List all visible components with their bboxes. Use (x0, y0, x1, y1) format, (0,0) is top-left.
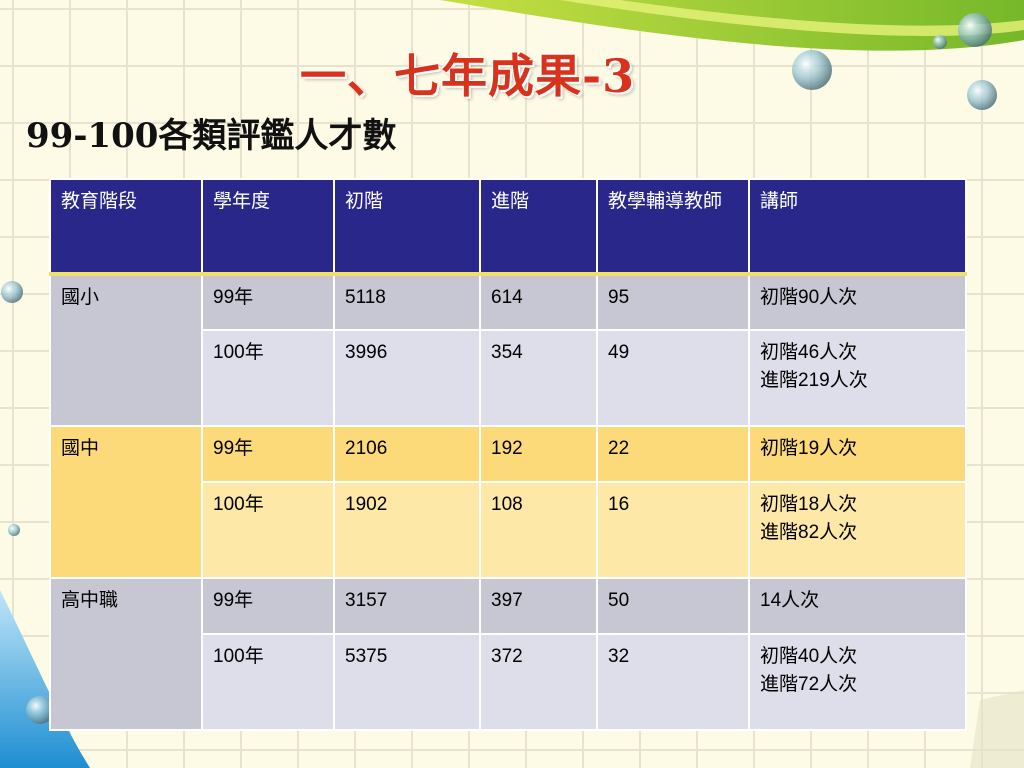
year-cell: 99年 (201, 577, 335, 635)
mentor-cell: 16 (596, 481, 750, 579)
lecturer-cell: 初階46人次 進階219人次 (748, 329, 967, 427)
water-drop-3 (933, 35, 947, 49)
basic-cell: 2106 (333, 425, 481, 483)
basic-cell: 3996 (333, 329, 481, 427)
mentor-cell: 22 (596, 425, 750, 483)
year-cell: 100年 (201, 329, 335, 427)
header-stage: 教育階段 (49, 178, 203, 276)
basic-cell: 5375 (333, 633, 481, 731)
table-row: 國小 99年 5118 614 95 初階90人次 (49, 273, 967, 427)
stage-cell: 高中職 (49, 577, 203, 731)
lecturer-cell: 初階19人次 (748, 425, 967, 483)
table-row: 國中 99年 2106 192 22 初階19人次 (49, 425, 967, 579)
stage-cell: 國中 (49, 425, 203, 579)
water-drop-1 (792, 50, 832, 90)
water-drop-6 (26, 696, 54, 724)
water-drop-4 (967, 80, 997, 110)
table-row: 高中職 99年 3157 397 50 14人次 (49, 577, 967, 731)
mentor-cell: 50 (596, 577, 750, 635)
advanced-cell: 614 (479, 273, 598, 331)
talent-count-table: 教育階段 學年度 初階 進階 教學輔導教師 講師 國小 99年 5118 614… (49, 178, 967, 731)
lecturer-cell: 初階90人次 (748, 273, 967, 331)
basic-cell: 1902 (333, 481, 481, 579)
lecturer-cell: 初階18人次 進階82人次 (748, 481, 967, 579)
bottom-left-blue-swoosh (0, 590, 90, 768)
year-cell: 100年 (201, 481, 335, 579)
group-junior-high: 國中 99年 2106 192 22 初階19人次 100年 1902 108 … (49, 425, 967, 579)
header-basic: 初階 (333, 178, 481, 276)
water-drop-7 (8, 524, 20, 536)
water-drop-5 (1, 281, 23, 303)
advanced-cell: 397 (479, 577, 598, 635)
header-mentor: 教學輔導教師 (596, 178, 750, 276)
slide-subtitle: 99-100各類評鑑人才數 (26, 116, 397, 156)
advanced-cell: 372 (479, 633, 598, 731)
table-header-row: 教育階段 學年度 初階 進階 教學輔導教師 講師 (49, 178, 967, 276)
water-drop-2 (958, 13, 992, 47)
basic-cell: 3157 (333, 577, 481, 635)
basic-cell: 5118 (333, 273, 481, 331)
stage-cell: 國小 (49, 273, 203, 427)
advanced-cell: 192 (479, 425, 598, 483)
mentor-cell: 32 (596, 633, 750, 731)
table-row: 100年 5375 372 32 初階40人次 進階72人次 (50, 633, 967, 731)
year-cell: 99年 (201, 273, 335, 331)
lecturer-cell: 14人次 (748, 577, 967, 635)
table-row: 100年 3996 354 49 初階46人次 進階219人次 (50, 329, 967, 427)
mentor-cell: 49 (596, 329, 750, 427)
header-lecturer: 講師 (748, 178, 967, 276)
year-cell: 100年 (201, 633, 335, 731)
mentor-cell: 95 (596, 273, 750, 331)
advanced-cell: 354 (479, 329, 598, 427)
year-cell: 99年 (201, 425, 335, 483)
top-green-band (560, 0, 1024, 37)
advanced-cell: 108 (479, 481, 598, 579)
header-advanced: 進階 (479, 178, 598, 276)
top-green-swoosh (440, 0, 1024, 51)
lecturer-cell: 初階40人次 進階72人次 (748, 633, 967, 731)
group-elementary: 國小 99年 5118 614 95 初階90人次 100年 3996 354 … (49, 273, 967, 427)
header-year: 學年度 (201, 178, 335, 276)
table-row: 100年 1902 108 16 初階18人次 進階82人次 (50, 481, 967, 579)
bottom-right-shadow (970, 690, 1024, 768)
group-senior-vocational: 高中職 99年 3157 397 50 14人次 100年 5375 372 3… (49, 577, 967, 731)
slide-title: 一、七年成果-3 (300, 49, 636, 103)
